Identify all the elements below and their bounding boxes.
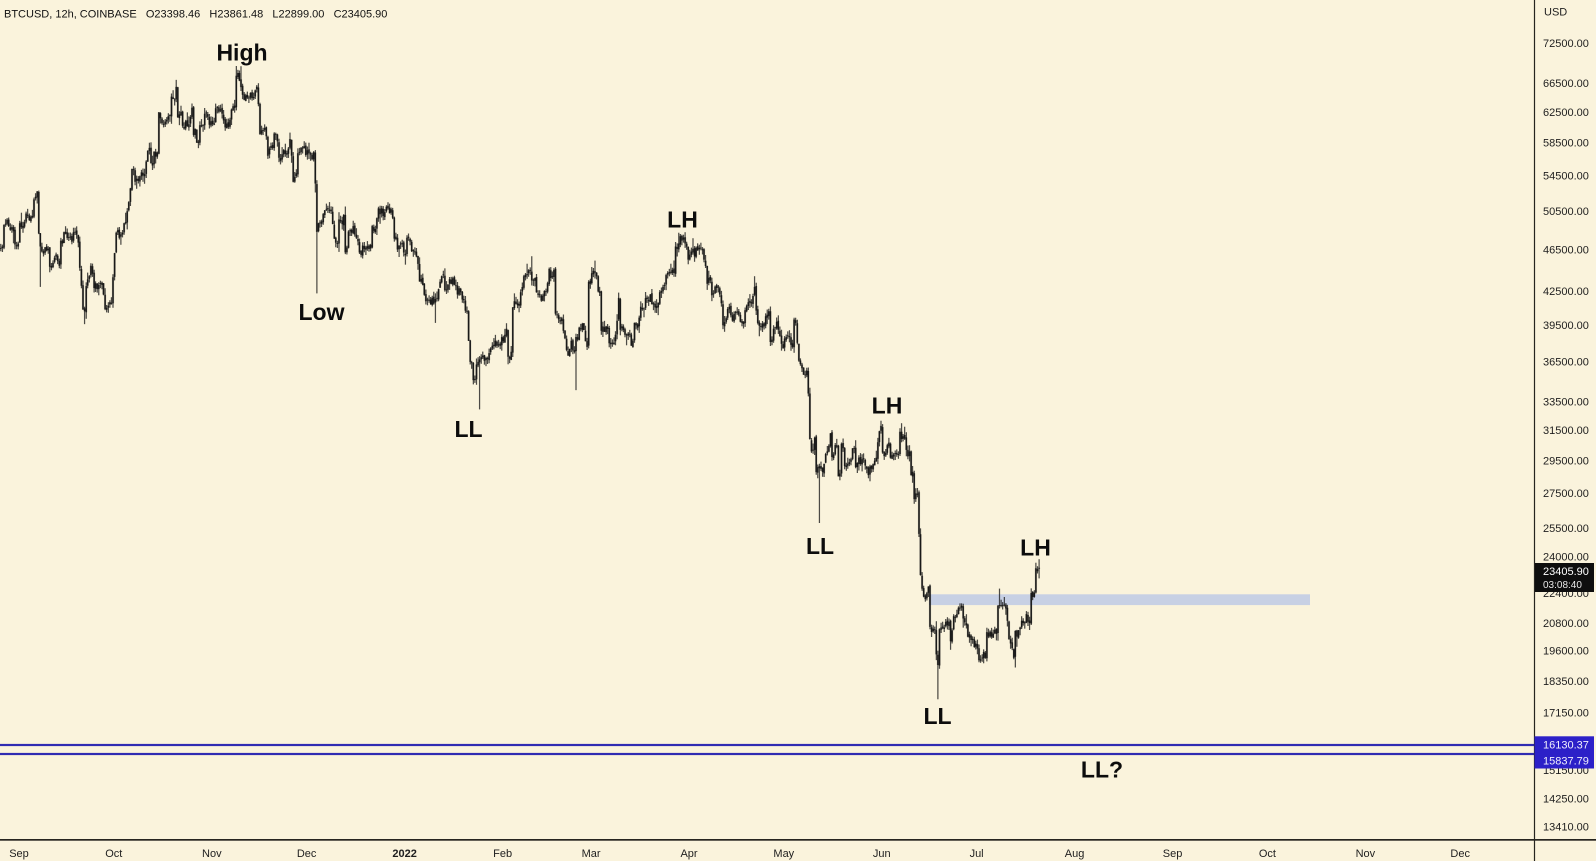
svg-text:May: May	[773, 848, 794, 860]
svg-text:62500.00: 62500.00	[1543, 107, 1589, 119]
svg-text:Apr: Apr	[680, 848, 697, 860]
svg-text:Sep: Sep	[1163, 848, 1183, 860]
svg-text:Oct: Oct	[1259, 848, 1276, 860]
svg-text:Dec: Dec	[1450, 848, 1470, 860]
svg-text:USD: USD	[1544, 7, 1567, 19]
svg-text:24000.00: 24000.00	[1543, 551, 1589, 563]
svg-text:Mar: Mar	[582, 848, 601, 860]
svg-text:29500.00: 29500.00	[1543, 456, 1589, 468]
svg-text:Oct: Oct	[105, 848, 122, 860]
svg-text:Nov: Nov	[1356, 848, 1376, 860]
svg-text:17150.00: 17150.00	[1543, 707, 1589, 719]
svg-text:LL: LL	[806, 533, 834, 559]
svg-text:Nov: Nov	[202, 848, 222, 860]
svg-text:Dec: Dec	[297, 848, 317, 860]
svg-text:66500.00: 66500.00	[1543, 78, 1589, 90]
svg-text:33500.00: 33500.00	[1543, 397, 1589, 409]
svg-text:LH: LH	[667, 207, 698, 233]
svg-text:Aug: Aug	[1065, 848, 1085, 860]
svg-text:50500.00: 50500.00	[1543, 206, 1589, 218]
svg-text:36500.00: 36500.00	[1543, 357, 1589, 369]
svg-text:54500.00: 54500.00	[1543, 171, 1589, 183]
svg-text:LL: LL	[454, 416, 482, 442]
svg-text:20800.00: 20800.00	[1543, 618, 1589, 630]
svg-text:2022: 2022	[392, 848, 416, 860]
svg-text:19600.00: 19600.00	[1543, 645, 1589, 657]
svg-text:39500.00: 39500.00	[1543, 320, 1589, 332]
svg-text:23405.90: 23405.90	[1543, 566, 1589, 578]
svg-text:15837.79: 15837.79	[1543, 756, 1589, 768]
svg-text:LH: LH	[1020, 535, 1051, 561]
svg-text:LL: LL	[923, 703, 951, 729]
svg-text:BTCUSD, 12h, COINBASE O23398: BTCUSD, 12h, COINBASE O23398.46 H23861.4…	[4, 9, 387, 21]
svg-text:14250.00: 14250.00	[1543, 793, 1589, 805]
svg-text:LL?: LL?	[1081, 757, 1123, 783]
svg-text:13410.00: 13410.00	[1543, 822, 1589, 834]
svg-text:03:08:40: 03:08:40	[1543, 580, 1582, 591]
svg-text:31500.00: 31500.00	[1543, 425, 1589, 437]
svg-text:72500.00: 72500.00	[1543, 38, 1589, 50]
svg-text:58500.00: 58500.00	[1543, 138, 1589, 150]
svg-text:46500.00: 46500.00	[1543, 244, 1589, 256]
svg-text:Feb: Feb	[493, 848, 512, 860]
svg-text:25500.00: 25500.00	[1543, 523, 1589, 535]
svg-text:Jun: Jun	[873, 848, 891, 860]
svg-text:42500.00: 42500.00	[1543, 286, 1589, 298]
svg-text:LH: LH	[872, 393, 903, 419]
svg-text:Sep: Sep	[9, 848, 29, 860]
svg-text:18350.00: 18350.00	[1543, 676, 1589, 688]
svg-text:27500.00: 27500.00	[1543, 488, 1589, 500]
svg-text:Jul: Jul	[970, 848, 984, 860]
svg-text:High: High	[216, 40, 267, 66]
svg-text:Low: Low	[299, 299, 345, 325]
svg-text:16130.37: 16130.37	[1543, 740, 1589, 752]
